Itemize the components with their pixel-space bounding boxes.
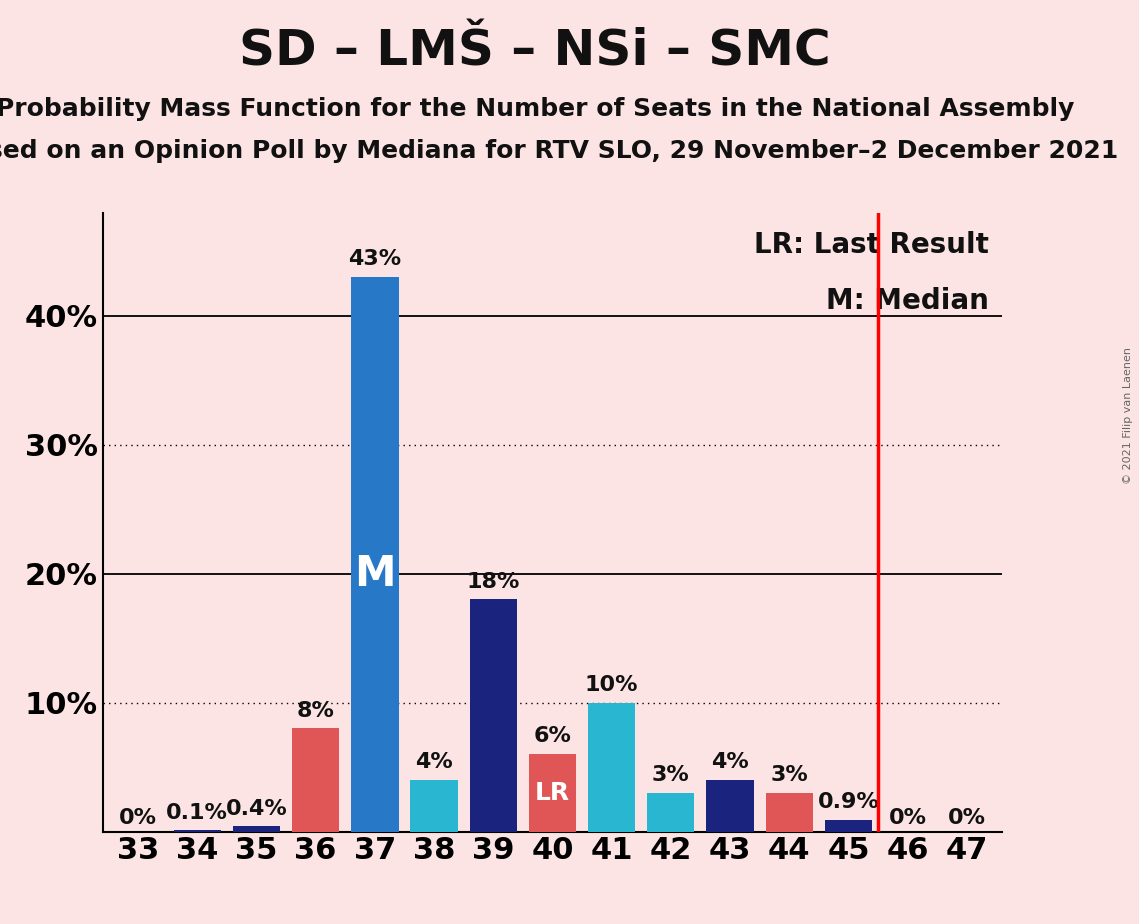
Text: 3%: 3% [770, 765, 808, 785]
Text: 0.4%: 0.4% [226, 798, 287, 819]
Text: M: Median: M: Median [826, 286, 989, 315]
Text: 8%: 8% [296, 700, 335, 721]
Text: 4%: 4% [711, 752, 748, 772]
Text: SD – LMŠ – NSi – SMC: SD – LMŠ – NSi – SMC [239, 28, 831, 76]
Text: 0%: 0% [948, 808, 985, 828]
Text: 0.9%: 0.9% [818, 792, 879, 812]
Bar [292, 728, 339, 832]
Bar [173, 831, 221, 832]
Text: 0%: 0% [120, 808, 157, 828]
Bar [825, 820, 872, 832]
Text: 4%: 4% [415, 752, 453, 772]
Text: 0.1%: 0.1% [166, 803, 228, 822]
Bar [706, 780, 754, 832]
Bar [765, 793, 813, 832]
Text: M: M [354, 553, 395, 595]
Bar [647, 793, 695, 832]
Text: LR: Last Result: LR: Last Result [754, 231, 989, 259]
Bar [410, 780, 458, 832]
Text: 0%: 0% [888, 808, 927, 828]
Text: © 2021 Filip van Laenen: © 2021 Filip van Laenen [1123, 347, 1133, 484]
Text: Based on an Opinion Poll by Mediana for RTV SLO, 29 November–2 December 2021: Based on an Opinion Poll by Mediana for … [0, 139, 1118, 163]
Text: 10%: 10% [584, 675, 638, 695]
Text: 43%: 43% [349, 249, 401, 269]
Text: Probability Mass Function for the Number of Seats in the National Assembly: Probability Mass Function for the Number… [0, 97, 1074, 121]
Text: 6%: 6% [533, 726, 572, 747]
Bar [588, 702, 636, 832]
Text: 18%: 18% [467, 572, 519, 591]
Text: LR: LR [535, 781, 570, 805]
Bar [528, 754, 576, 832]
Text: 3%: 3% [652, 765, 690, 785]
Bar [351, 277, 399, 832]
Bar [232, 826, 280, 832]
Bar [469, 600, 517, 832]
